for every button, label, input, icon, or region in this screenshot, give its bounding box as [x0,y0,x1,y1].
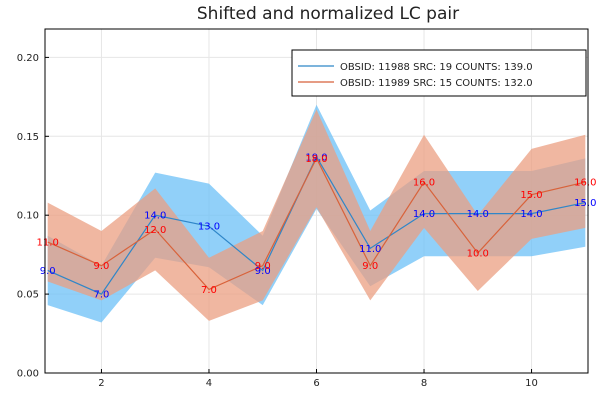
y-tick-label: 0.20 [17,53,39,64]
data-label-series-1: 7.0 [93,290,109,301]
series-lines [47,155,586,295]
band-series-2 [47,109,586,321]
x-tick-label: 6 [313,378,319,389]
data-label-series-2: 15.0 [520,190,542,201]
data-labels: 9.0 7.0 14.0 13.0 9.0 19.0 11.0 14.0 14.0 14.0 15.… [37,152,597,300]
data-label-series-2: 18.0 [305,154,327,165]
data-label-series-1: 9.0 [40,266,56,277]
data-label-series-1: 14.0 [413,209,435,220]
data-label-series-2: 7.0 [201,285,217,296]
legend-label-series-1: OBSID: 11988 SRC: 19 COUNTS: 139.0 [340,62,533,73]
x-tick-label: 10 [525,378,538,389]
x-axis-ticks: 2 4 6 8 10 [98,369,538,389]
data-label-series-2: 11.0 [37,238,59,249]
data-label-series-1: 15.0 [574,198,596,209]
x-tick-label: 4 [206,378,212,389]
x-tick-label: 2 [98,378,104,389]
data-label-series-2: 9.0 [93,261,109,272]
data-label-series-1: 11.0 [359,244,381,255]
data-label-series-2: 16.0 [413,178,435,189]
legend: OBSID: 11988 SRC: 19 COUNTS: 139.0 OBSID… [291,49,587,97]
y-axis-ticks: 0.00 0.05 0.10 0.15 0.20 [17,53,49,380]
data-label-series-1: 14.0 [144,211,166,222]
y-tick-label: 0.15 [17,132,39,143]
data-label-series-1: 9.0 [255,266,271,277]
y-tick-label: 0.05 [17,290,39,301]
x-tick-label: 8 [421,378,427,389]
data-label-series-2: 16.0 [574,178,596,189]
legend-label-series-2: OBSID: 11989 SRC: 15 COUNTS: 132.0 [340,78,533,89]
data-label-series-2: 10.0 [467,249,489,260]
legend-box [291,49,587,97]
y-tick-label: 0.00 [17,369,39,380]
data-label-series-2: 9.0 [362,261,378,272]
line-series-2 [47,157,586,291]
data-label-series-1: 14.0 [467,209,489,220]
data-label-series-1: 19.0 [305,152,327,163]
data-label-series-2: 12.0 [144,225,166,236]
chart-title: Shifted and normalized LC pair [197,4,459,24]
y-tick-label: 0.10 [17,211,39,222]
data-label-series-2: 9.0 [255,261,271,272]
data-label-series-1: 14.0 [520,209,542,220]
data-label-series-1: 13.0 [198,222,220,233]
